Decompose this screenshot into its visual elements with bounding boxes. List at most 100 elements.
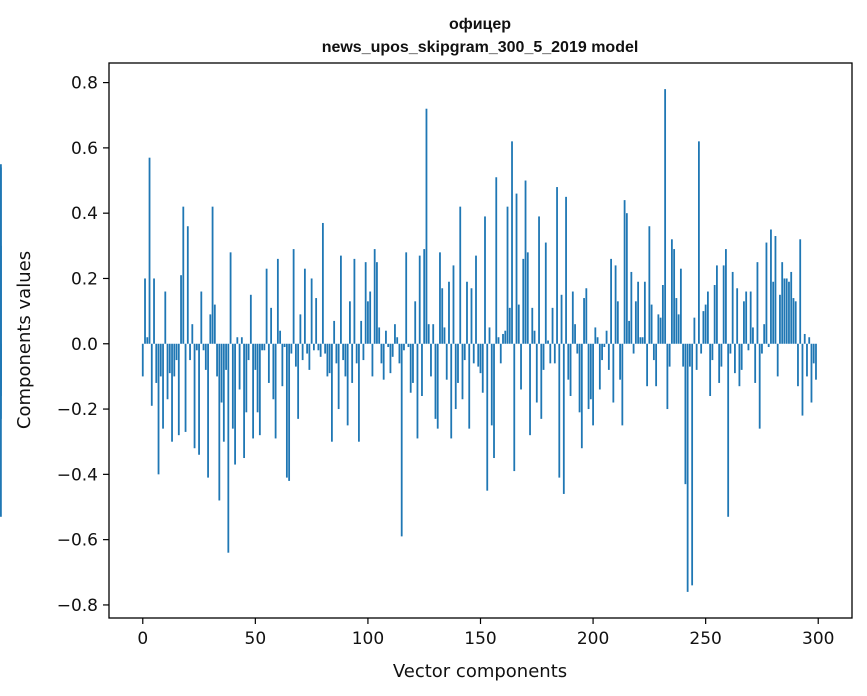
bar [731, 271, 734, 344]
bar [720, 343, 723, 367]
x-tick-label: 100 [352, 629, 384, 649]
bar [303, 268, 306, 344]
bar [182, 206, 185, 344]
bar [454, 343, 457, 410]
bar [236, 337, 239, 344]
bar [229, 252, 232, 344]
bar [216, 343, 218, 377]
bar [707, 291, 709, 344]
bar [371, 343, 374, 377]
x-tick-label: 200 [577, 629, 609, 649]
bar [632, 343, 635, 354]
bar [258, 343, 261, 436]
bar [166, 343, 169, 400]
x-tick-label: 250 [689, 629, 721, 649]
y-tick-label: 0.8 [71, 74, 98, 94]
bar [162, 343, 164, 429]
bar [567, 343, 570, 380]
bar [704, 304, 707, 344]
bar [495, 177, 498, 344]
bar [625, 213, 628, 344]
bar [666, 343, 669, 410]
bar [290, 343, 293, 354]
bar [502, 333, 504, 344]
bar [693, 317, 696, 344]
x-tick-label: 50 [245, 629, 267, 649]
bar [285, 343, 288, 478]
bar [207, 343, 209, 478]
bar [439, 252, 441, 344]
bar [668, 343, 671, 367]
bar [745, 291, 748, 344]
bar [542, 343, 545, 370]
bar [574, 324, 576, 344]
x-axis-label: Vector components [393, 661, 567, 682]
bar [718, 343, 721, 383]
bar [481, 343, 484, 393]
bar [0, 343, 2, 517]
bar [785, 278, 788, 344]
bar [164, 291, 167, 344]
bar [569, 343, 572, 396]
bar [508, 307, 511, 344]
bar [475, 255, 477, 344]
bar [436, 343, 439, 429]
bar [547, 340, 549, 344]
bar [283, 343, 286, 348]
bar [713, 285, 716, 344]
bar [779, 294, 781, 344]
bar [180, 275, 182, 344]
bar [423, 249, 426, 344]
bar [211, 206, 214, 344]
bar [362, 343, 365, 361]
bar [418, 255, 421, 344]
chart-title-line-2: news_upos_skipgram_300_5_2019 model [322, 39, 639, 56]
bar [279, 330, 282, 344]
bar [506, 206, 509, 344]
bar [407, 343, 410, 348]
bar [540, 343, 543, 419]
bar [389, 343, 392, 374]
bar [790, 271, 793, 344]
bar [752, 327, 754, 344]
y-tick-label: −0.2 [57, 400, 98, 420]
bar [702, 311, 705, 344]
y-tick-label: −0.6 [57, 531, 98, 551]
bar [761, 343, 763, 354]
bar [238, 343, 241, 390]
bar [252, 343, 254, 439]
bar [457, 343, 459, 383]
bar [326, 343, 329, 377]
bar [459, 206, 462, 344]
bar [513, 343, 516, 472]
y-tick-label: 0.0 [71, 335, 98, 355]
bar [288, 343, 291, 481]
bar [576, 343, 579, 354]
bar [317, 343, 320, 351]
bar [553, 343, 556, 364]
bar [549, 343, 552, 364]
bar [607, 343, 610, 370]
bar [340, 255, 342, 344]
bar [659, 317, 662, 344]
bar [306, 343, 309, 354]
bar [240, 337, 243, 344]
bar [472, 343, 475, 364]
bar [520, 343, 522, 390]
bar [367, 301, 369, 344]
y-axis-ticks: −0.8 −0.6 −0.4 −0.2 0.0 0.2 0.4 0.6 0.8 [57, 74, 109, 616]
bar [299, 314, 302, 344]
bar [490, 343, 493, 426]
bar [740, 343, 743, 370]
bar [589, 343, 592, 400]
bar [639, 337, 642, 344]
bar [628, 320, 630, 344]
bar [261, 343, 263, 351]
bar [652, 343, 655, 361]
bar [432, 324, 435, 344]
bar [315, 298, 318, 344]
bar [670, 239, 673, 344]
bar [585, 288, 588, 344]
bar [583, 298, 585, 344]
bar [488, 327, 491, 344]
